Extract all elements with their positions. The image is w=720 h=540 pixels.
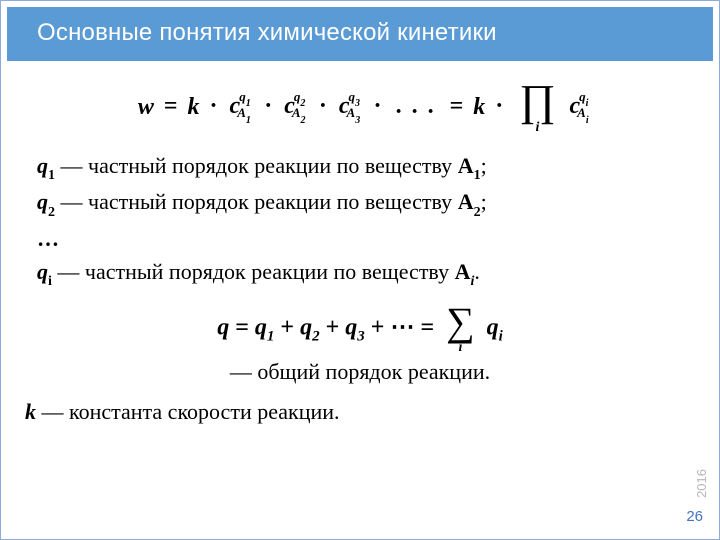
q-sub: 2 <box>312 328 320 344</box>
plus: + <box>280 315 294 341</box>
def-text: частный порядок реакции по веществу <box>85 259 455 284</box>
ellipsis: … <box>37 222 699 255</box>
def-text: частный порядок реакции по веществу <box>88 153 458 178</box>
dot: · <box>374 93 382 119</box>
rate-constant-definition: k — константа скорости реакции. <box>25 399 699 425</box>
dots: . . . <box>396 93 436 119</box>
equals: = <box>235 315 249 341</box>
dash: — <box>52 259 85 284</box>
sup-idx: 2 <box>300 98 305 109</box>
def-qi: qi — частный порядок реакции по веществу… <box>37 255 699 291</box>
q-sub: 1 <box>267 328 275 344</box>
slide: Основные понятия химической кинетики w =… <box>0 0 720 540</box>
var-w: w <box>138 94 154 121</box>
c-sup: q2 <box>294 89 306 108</box>
c-sup: q1 <box>239 89 251 108</box>
q-sub: i <box>499 328 503 344</box>
def-q2: q2 — частный порядок реакции по веществу… <box>37 185 699 221</box>
q-sub: i <box>48 274 52 289</box>
conc-term-1: c A1 q1 <box>230 93 241 120</box>
slide-content: w = k · c A1 q1 · c A2 q2 · c A3 q3 · <box>1 61 719 425</box>
q: q <box>37 153 48 178</box>
end: . <box>474 259 480 284</box>
overall-order-label: — общий порядок реакции. <box>21 359 699 385</box>
k: k <box>25 399 36 424</box>
dots: ⋯ <box>390 315 414 341</box>
var-k: k <box>188 94 200 121</box>
q: q <box>345 315 357 341</box>
q-sub: 2 <box>48 205 55 220</box>
equals: = <box>450 93 464 119</box>
q-sub: 3 <box>357 328 365 344</box>
partial-order-definitions: q1 — частный порядок реакции по веществу… <box>37 149 699 291</box>
k-text: — константа скорости реакции. <box>36 399 340 424</box>
page-number: 26 <box>686 508 703 525</box>
sup-q: q <box>579 89 586 104</box>
sub-A: A <box>237 105 246 120</box>
A: A <box>458 189 474 214</box>
q-sub: 1 <box>48 168 55 183</box>
sub-idx: i <box>586 115 589 126</box>
q: q <box>487 315 499 341</box>
sub-idx: 2 <box>301 115 306 126</box>
equals: = <box>420 315 434 341</box>
plus: + <box>371 315 385 341</box>
A: A <box>458 153 474 178</box>
A-sub: 2 <box>474 205 481 220</box>
def-text: частный порядок реакции по веществу <box>88 189 458 214</box>
var-k: k <box>473 94 485 121</box>
sub-idx: 1 <box>246 115 251 126</box>
conc-term-i: c Ai qi <box>570 93 581 120</box>
plus: + <box>326 315 340 341</box>
q: q <box>37 259 48 284</box>
q: q <box>300 315 312 341</box>
equals: = <box>164 93 178 119</box>
end: ; <box>481 153 487 178</box>
q: q <box>217 315 229 341</box>
sum-icon: ∑ <box>446 303 475 341</box>
end: ; <box>481 189 487 214</box>
A: A <box>455 259 471 284</box>
sub-A: A <box>347 105 356 120</box>
product-icon: ∏ <box>519 79 555 123</box>
dot: · <box>495 93 503 119</box>
c-sup: qi <box>579 89 588 108</box>
def-q1: q1 — частный порядок реакции по веществу… <box>37 149 699 185</box>
dot: · <box>210 93 218 119</box>
slide-title: Основные понятия химической кинетики <box>7 7 713 61</box>
conc-term-3: c A3 q3 <box>339 93 350 120</box>
A-sub: i <box>470 274 474 289</box>
sub-idx: 3 <box>355 115 360 126</box>
A-sub: 1 <box>474 168 481 183</box>
dash: — <box>55 153 88 178</box>
conc-term-2: c A2 q2 <box>284 93 295 120</box>
dash: — <box>55 189 88 214</box>
q: q <box>37 189 48 214</box>
product-operator: ∏ i <box>519 79 555 135</box>
sum-operator: ∑ i <box>446 303 475 355</box>
dot: · <box>319 93 327 119</box>
sup-idx: 1 <box>246 98 251 109</box>
rate-law-formula: w = k · c A1 q1 · c A2 q2 · c A3 q3 · <box>21 79 699 135</box>
sub-A: A <box>577 105 586 120</box>
year-label: 2016 <box>694 469 709 498</box>
dot: · <box>264 93 272 119</box>
sup-q: q <box>239 89 246 104</box>
overall-order-formula: q = q1 + q2 + q3 + ⋯ = ∑ i qi <box>21 303 699 355</box>
c-sup: q3 <box>349 89 361 108</box>
sup-idx: 3 <box>355 98 360 109</box>
q: q <box>255 315 267 341</box>
